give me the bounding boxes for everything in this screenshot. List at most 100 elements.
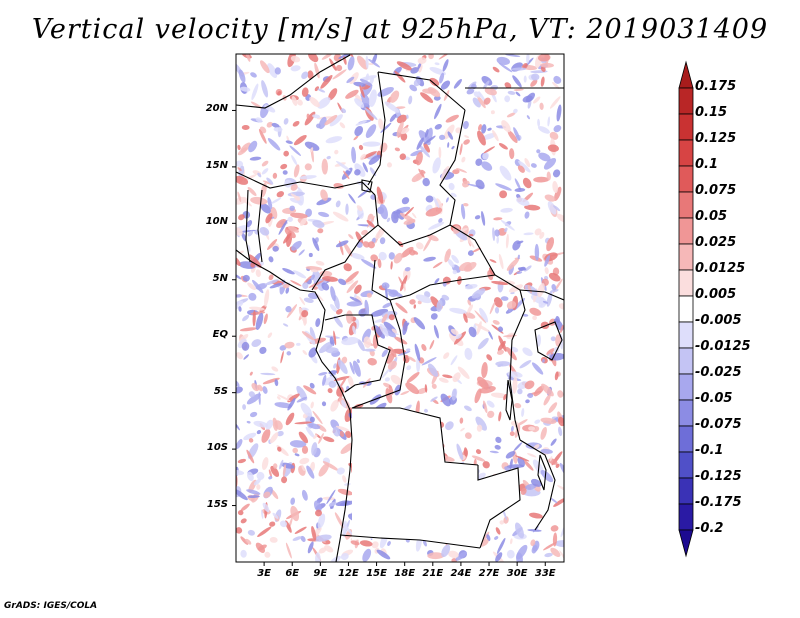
field-speckle [267, 332, 273, 338]
field-speckle [504, 95, 511, 103]
field-speckle [553, 75, 562, 84]
colorbar-swatch [678, 269, 694, 297]
field-speckle [353, 81, 366, 87]
field-speckle [524, 265, 532, 272]
field-speckle [531, 362, 544, 375]
field-speckle [287, 216, 293, 223]
field-speckle [395, 302, 408, 314]
field-speckle [390, 374, 402, 385]
colorbar-swatch [678, 477, 694, 505]
colorbar-swatch [678, 321, 694, 349]
field-speckle [541, 383, 554, 397]
field-speckle [290, 505, 300, 522]
lat-label: 5S [213, 385, 228, 397]
field-speckle [498, 253, 504, 270]
field-speckle [332, 211, 349, 222]
field-speckle [282, 464, 286, 477]
field-speckle [388, 252, 395, 260]
field-speckle [530, 478, 542, 487]
field-speckle [517, 267, 527, 271]
field-speckle [271, 366, 279, 372]
field-speckle [433, 196, 440, 208]
field-speckle [248, 254, 262, 268]
field-speckle [336, 467, 345, 475]
colorbar-label: 0.0125 [695, 261, 746, 276]
chart-title: Vertical velocity [m/s] at 925hPa, VT: 2… [31, 14, 769, 45]
field-speckle [498, 335, 507, 352]
field-speckle [348, 193, 356, 204]
field-speckle [277, 91, 282, 96]
lon-label: 30E [506, 568, 528, 579]
field-speckle [330, 286, 336, 302]
field-speckle [389, 113, 397, 122]
field-speckle [516, 197, 530, 206]
field-speckle [312, 410, 323, 425]
field-speckle [496, 56, 511, 65]
field-speckle [332, 69, 347, 80]
field-speckle [537, 283, 545, 298]
field-speckle [548, 402, 558, 414]
field-speckle [280, 163, 288, 170]
field-speckle [270, 465, 280, 477]
field-speckle [417, 300, 422, 305]
field-speckle [309, 382, 315, 389]
field-speckle [433, 95, 441, 101]
field-speckle [350, 253, 365, 260]
field-speckle [482, 461, 490, 469]
field-speckle [514, 522, 525, 539]
field-speckle [255, 312, 264, 330]
field-speckle [308, 347, 317, 358]
field-speckle [272, 463, 278, 469]
field-speckle [329, 555, 341, 562]
field-speckle [429, 339, 435, 350]
field-speckle [486, 400, 495, 408]
field-speckle [460, 427, 465, 432]
field-speckle [352, 360, 361, 377]
field-speckle [499, 520, 505, 525]
field-speckle [274, 67, 281, 75]
field-speckle [524, 380, 535, 390]
field-speckle [333, 54, 342, 62]
field-speckle [440, 393, 451, 407]
field-speckle [276, 430, 284, 437]
field-speckle [277, 446, 282, 452]
field-speckle [257, 384, 263, 392]
field-speckle [299, 296, 305, 306]
field-speckle [527, 529, 542, 532]
field-speckle [494, 444, 501, 450]
field-speckle [238, 306, 242, 312]
field-speckle [493, 297, 503, 308]
field-speckle [527, 453, 537, 458]
field-speckle [246, 489, 261, 495]
field-speckle [300, 402, 312, 417]
field-speckle [517, 254, 520, 260]
field-speckle [462, 120, 469, 130]
field-speckle [556, 213, 564, 223]
field-speckle [265, 419, 274, 430]
field-speckle [512, 240, 521, 251]
field-speckle [346, 76, 355, 84]
field-speckle [423, 142, 431, 153]
field-speckle [439, 134, 446, 141]
field-speckle [475, 158, 483, 166]
colorbar-swatch [678, 529, 694, 558]
field-speckle [327, 388, 333, 394]
field-speckle [241, 232, 247, 242]
field-speckle [243, 432, 257, 441]
field-speckle [509, 458, 513, 470]
field-speckle [342, 475, 347, 483]
field-speckle [542, 300, 549, 304]
field-speckle [292, 120, 300, 127]
field-speckle [354, 169, 361, 176]
field-speckle [262, 180, 273, 185]
field-speckle [285, 140, 293, 144]
field-speckle [317, 88, 326, 93]
field-speckle [538, 152, 551, 162]
field-speckle [321, 54, 333, 60]
field-speckle [421, 344, 427, 351]
field-speckle [370, 254, 379, 262]
field-speckle [477, 376, 489, 390]
colorbar-swatch [678, 243, 694, 271]
field-speckle [530, 79, 538, 87]
field-speckle [463, 139, 470, 145]
